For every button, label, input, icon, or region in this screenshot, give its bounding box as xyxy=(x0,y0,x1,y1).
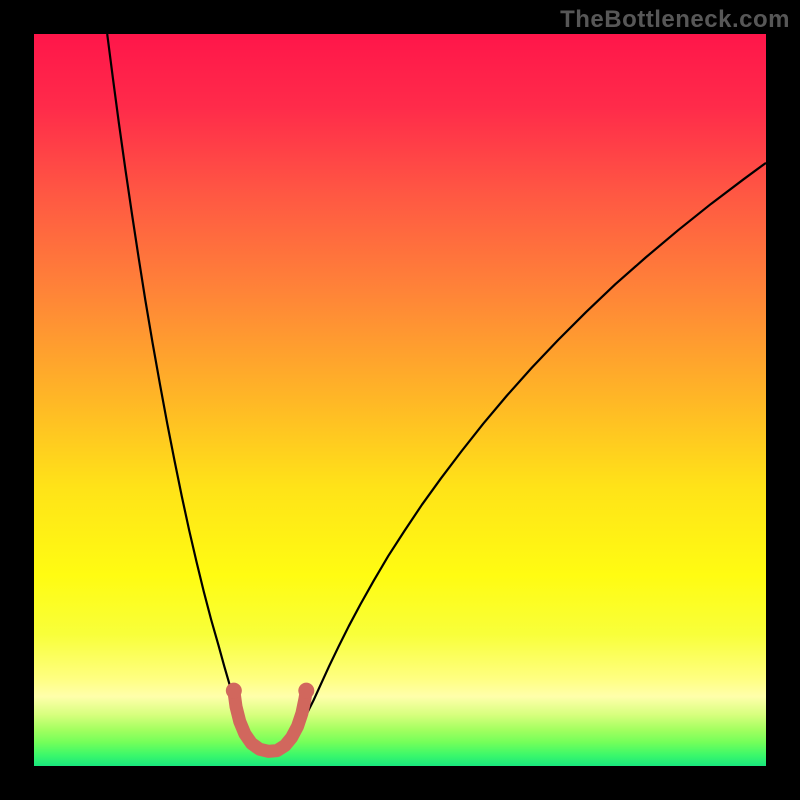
curve-right xyxy=(290,163,766,744)
chart-overlay xyxy=(0,0,800,800)
curve-left xyxy=(107,34,253,744)
marker-u-dot-left xyxy=(226,683,242,699)
marker-u-dot-right xyxy=(298,683,314,699)
watermark-text: TheBottleneck.com xyxy=(560,6,790,34)
marker-u-path xyxy=(234,691,306,752)
